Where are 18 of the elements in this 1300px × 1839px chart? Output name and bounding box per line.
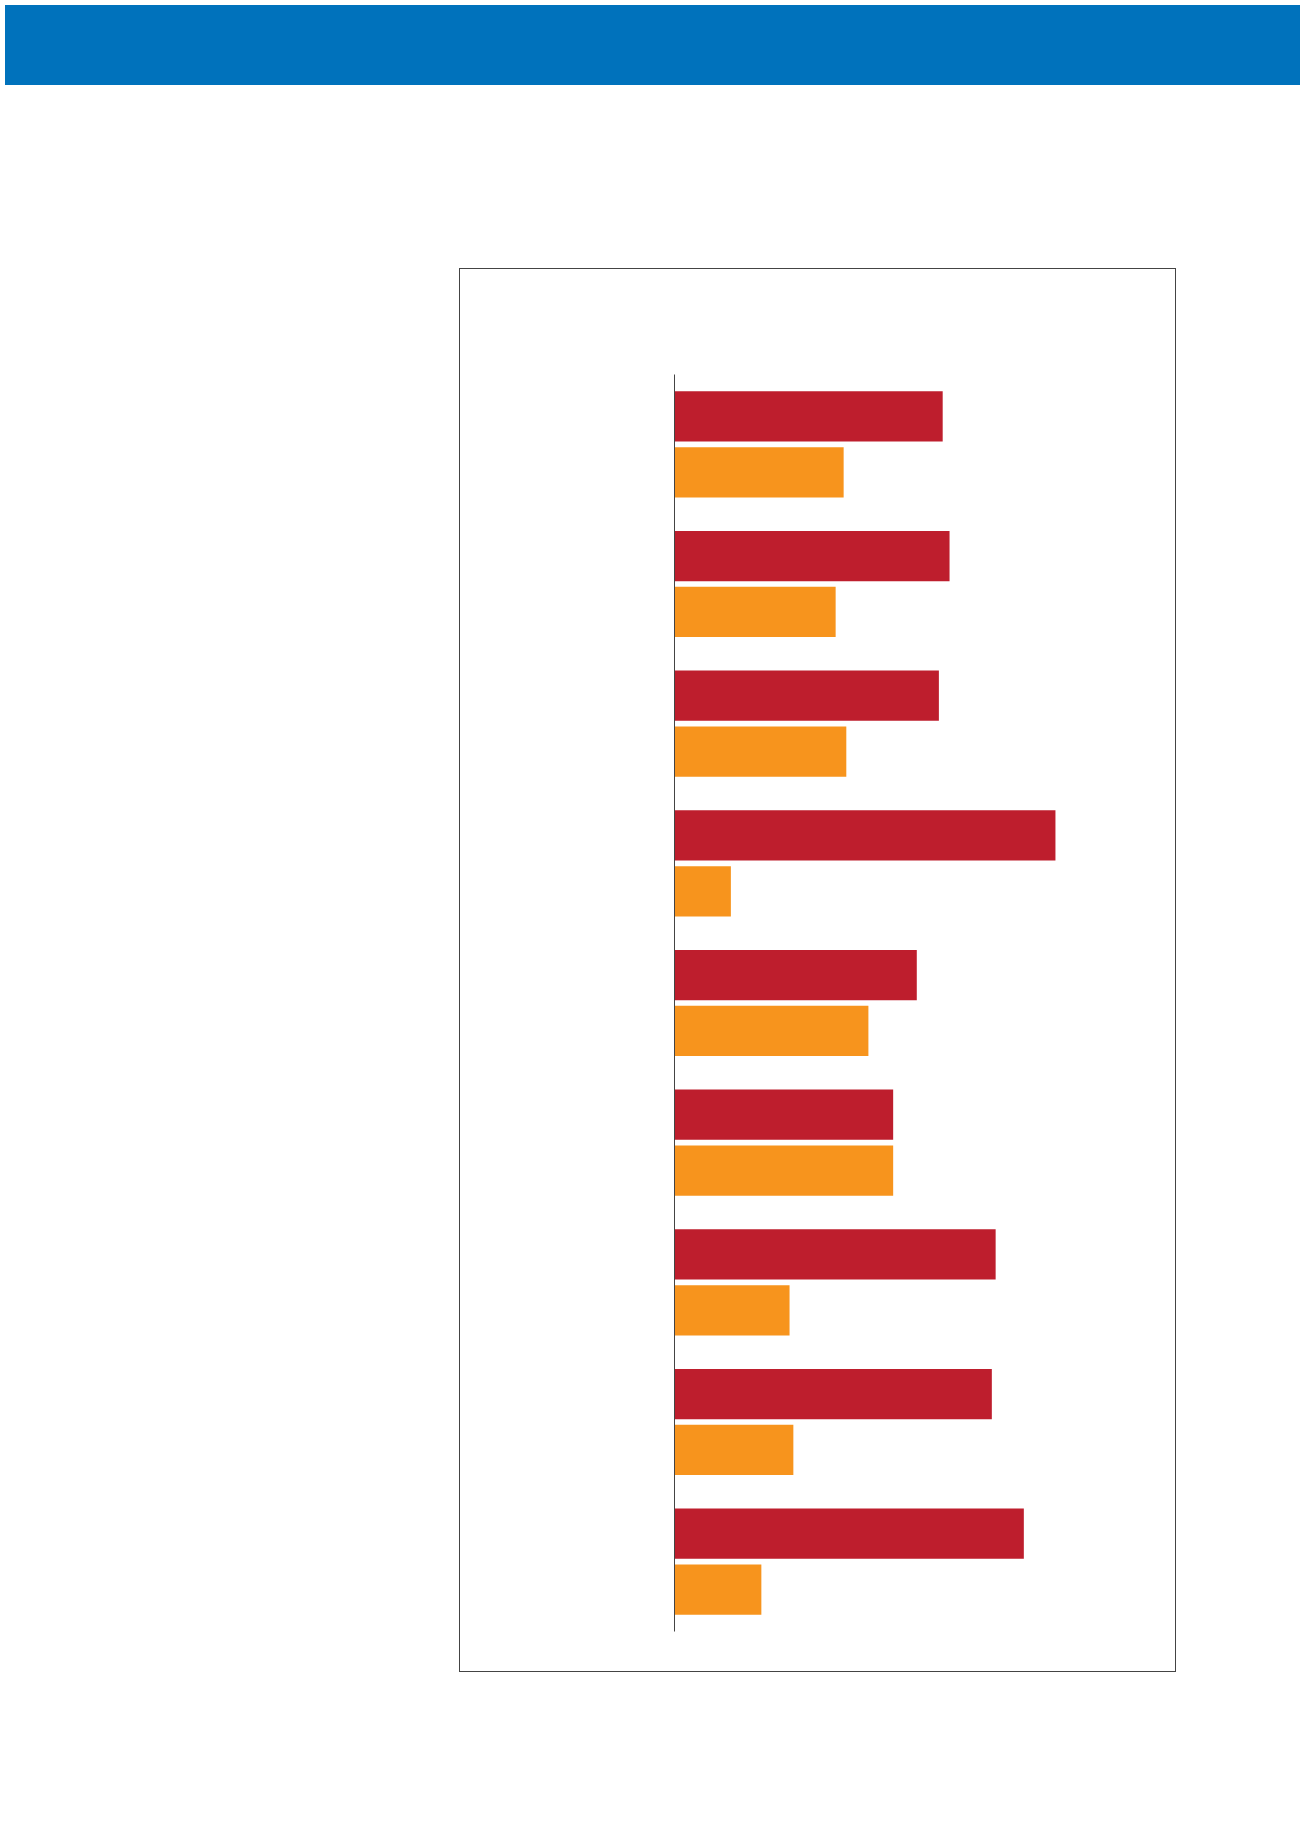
bar — [674, 586, 836, 638]
bar — [674, 1145, 894, 1196]
bar — [674, 447, 844, 498]
bar — [674, 810, 1056, 861]
bar — [674, 1508, 1024, 1559]
bar — [674, 726, 847, 777]
bar — [674, 1424, 794, 1476]
bar — [674, 1005, 869, 1057]
bar — [674, 391, 943, 442]
bar — [674, 530, 950, 582]
bar — [674, 1229, 996, 1280]
bar — [674, 1564, 762, 1615]
bar — [674, 1285, 790, 1336]
bar — [674, 866, 731, 917]
bar — [674, 670, 939, 721]
bar — [674, 1089, 894, 1140]
bar — [674, 1368, 992, 1420]
bar — [674, 949, 917, 1001]
